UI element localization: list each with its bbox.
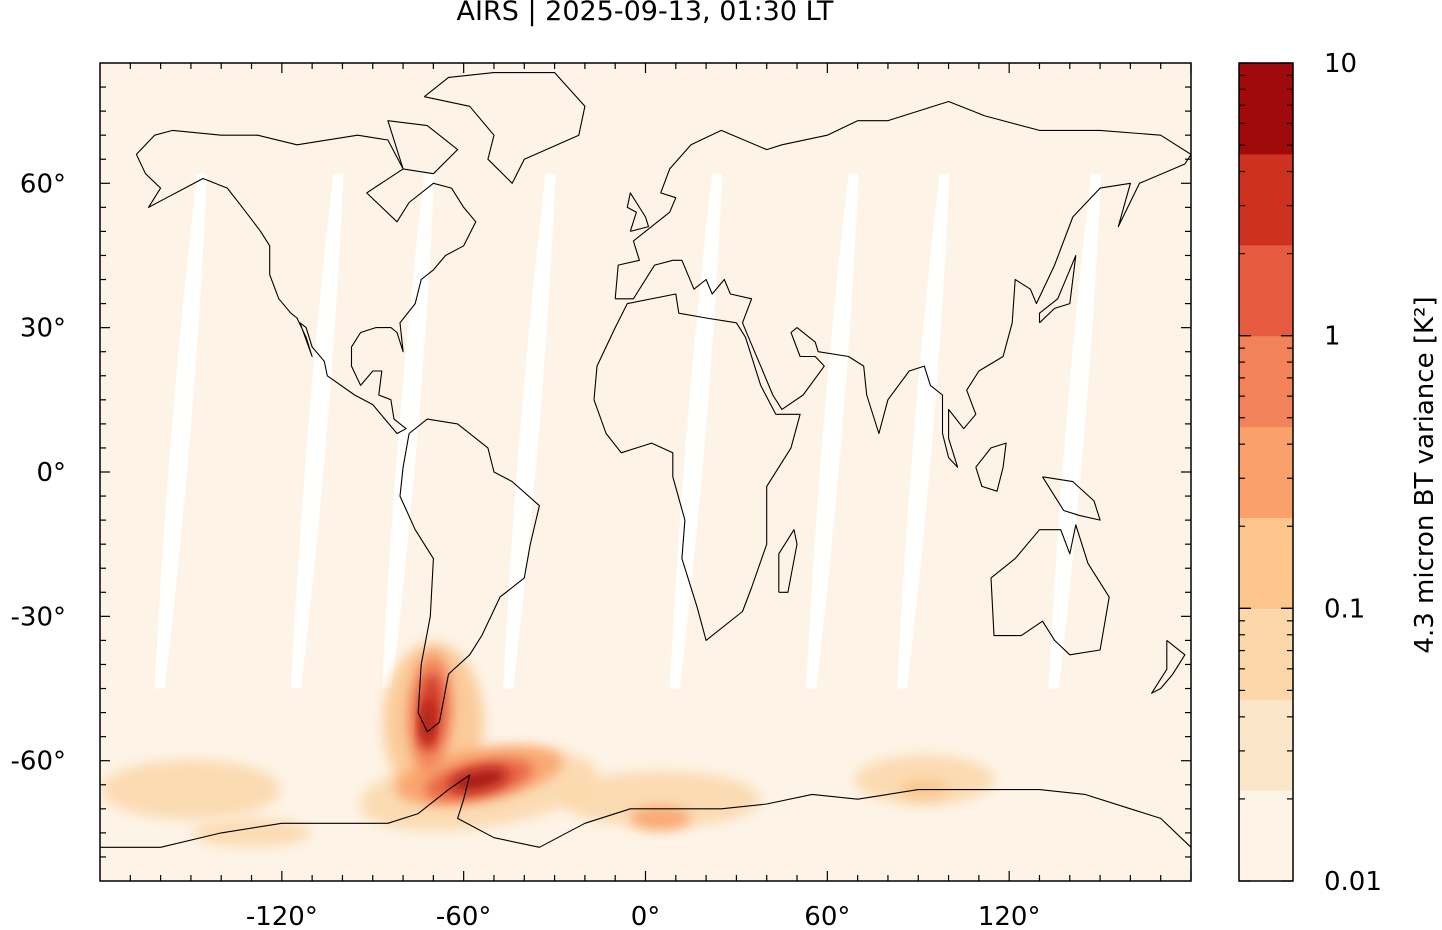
colorbar-swatch [1239, 699, 1293, 791]
colorbar-swatch [1239, 63, 1293, 155]
colorbar-swatch [1239, 790, 1293, 882]
coast-south-america [399, 418, 540, 733]
map-axis-ticks [100, 63, 1192, 881]
orbit-gap-stripes [154, 173, 1102, 689]
variance-patch [560, 771, 761, 828]
y-tick-label: 0° [36, 458, 66, 488]
x-tick-label: -60° [436, 902, 491, 930]
colorbar-frame [1238, 62, 1294, 882]
colorbar-label: 4.3 micron BT variance [K²] [1410, 296, 1440, 654]
coast-greenland [423, 72, 586, 184]
variance-patch [191, 818, 312, 847]
variance-patch [100, 759, 281, 820]
orbit-gap [503, 173, 556, 689]
variance-hotspots [100, 642, 995, 847]
colorbar-swatches [1239, 63, 1293, 882]
coastlines [100, 72, 1191, 848]
coast-new-guinea [1042, 476, 1101, 521]
y-tick-label: -60° [11, 747, 66, 777]
y-tick-label: -30° [11, 602, 66, 632]
x-tick-label: 0° [631, 902, 661, 930]
orbit-gap [154, 173, 208, 689]
colorbar-swatch [1239, 335, 1293, 428]
y-axis-labels: 60° 30° 0° -30° -60° [11, 169, 66, 776]
orbit-gap [806, 173, 859, 689]
colorbar-swatch [1239, 608, 1293, 700]
colorbar-ticks [1239, 62, 1293, 882]
x-axis-labels: -120° -60° 0° 60° 120° [246, 902, 1041, 930]
orbit-gap [669, 173, 723, 689]
x-tick-label: -120° [246, 902, 318, 930]
coast-japan [1038, 254, 1077, 324]
colorbar-tick-label: 1 [1324, 322, 1341, 352]
y-tick-label: 60° [20, 169, 66, 199]
x-tick-label: 120° [978, 902, 1041, 930]
colorbar: 10 1 0.1 0.01 [1238, 49, 1382, 897]
variance-patch [630, 806, 691, 831]
coast-borneo [975, 442, 1007, 492]
orbit-gap [290, 173, 344, 689]
map-plot-area [100, 63, 1191, 881]
coast-north-america [135, 129, 477, 435]
plot-title: AIRS | 2025-09-13, 01:30 LT [456, 0, 834, 27]
coast-eurasia [614, 100, 1191, 468]
colorbar-tick-label: 10 [1324, 49, 1357, 79]
coast-antarctica [100, 774, 1191, 848]
coast-uk [626, 192, 650, 232]
coast-africa [593, 293, 801, 641]
colorbar-tick-label: 0.01 [1324, 867, 1382, 897]
colorbar-swatch [1239, 426, 1293, 518]
colorbar-tick-labels: 10 1 0.1 0.01 [1324, 49, 1382, 897]
colorbar-swatch [1239, 244, 1293, 337]
map-background [100, 63, 1191, 881]
colorbar-tick-label: 0.1 [1324, 594, 1365, 624]
variance-patch [449, 767, 509, 793]
orbit-gap [897, 173, 950, 689]
colorbar-swatch [1239, 153, 1293, 246]
orbit-gap [381, 173, 435, 689]
variance-patch [421, 700, 434, 745]
coast-baffin [387, 120, 459, 175]
coast-australia [990, 524, 1110, 656]
orbit-gap [1048, 173, 1102, 689]
y-tick-label: 30° [20, 314, 66, 344]
colorbar-swatch [1239, 517, 1293, 609]
coast-new-zealand [1151, 639, 1186, 694]
x-tick-label: 60° [804, 902, 850, 930]
coast-madagascar [778, 529, 798, 593]
